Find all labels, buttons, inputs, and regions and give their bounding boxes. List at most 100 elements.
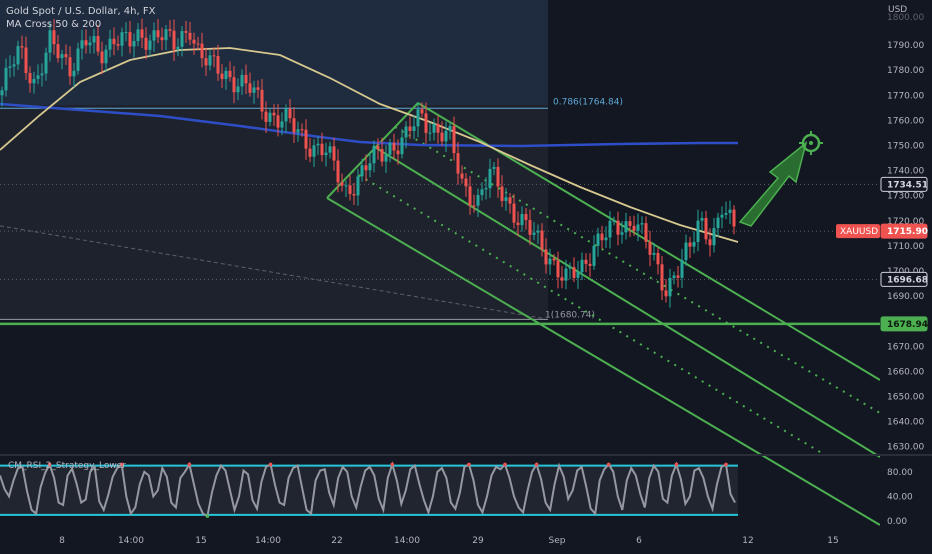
candle-body bbox=[592, 245, 596, 266]
time-tick-label: 12 bbox=[742, 536, 753, 546]
candle-body bbox=[256, 87, 260, 90]
candle-body bbox=[336, 160, 340, 183]
candle-body bbox=[656, 253, 660, 265]
candle-body bbox=[636, 224, 640, 231]
candle-body bbox=[352, 193, 356, 196]
price-tag-label: 1734.51 bbox=[887, 180, 928, 190]
candle-body bbox=[16, 46, 20, 65]
candle-body bbox=[428, 132, 432, 134]
price-lines: 0.786(1764.84) 1(1680.74) bbox=[0, 97, 880, 326]
currency-label: USD bbox=[888, 5, 907, 15]
candle-body bbox=[504, 197, 508, 201]
price-tag bbox=[880, 316, 928, 332]
candle-body bbox=[384, 154, 388, 162]
candle-body bbox=[68, 57, 72, 77]
candle-body bbox=[236, 86, 240, 93]
rsi-extreme-marker bbox=[503, 462, 507, 467]
symbol-tag-label: XAUUSD bbox=[840, 227, 878, 237]
candle-body bbox=[584, 259, 588, 264]
candle-body bbox=[460, 173, 464, 179]
candle-body bbox=[552, 258, 556, 261]
rsi-indicator-title: CM_RSI_2_Strategy_Lower bbox=[8, 461, 126, 471]
axis-tick-label: 1660.00 bbox=[887, 367, 924, 377]
candle-body bbox=[564, 268, 568, 281]
symbol-tag bbox=[836, 224, 880, 239]
price-tag-label: 1696.68 bbox=[887, 275, 928, 285]
rsi-axis-label: 0.00 bbox=[887, 517, 907, 527]
up-arrow-shape bbox=[738, 141, 808, 227]
candle-body bbox=[348, 185, 352, 194]
fib-zone-upper bbox=[0, 0, 548, 105]
candle-body bbox=[704, 217, 708, 240]
candle-body bbox=[600, 233, 604, 241]
candle-body bbox=[188, 32, 192, 40]
candle-body bbox=[524, 213, 528, 221]
candle-body bbox=[716, 217, 720, 229]
candle-body bbox=[228, 70, 232, 78]
candle-body bbox=[448, 125, 452, 131]
rsi-extreme-marker bbox=[268, 462, 273, 467]
candle-body bbox=[308, 148, 312, 157]
candle-body bbox=[480, 189, 484, 196]
candle-body bbox=[708, 239, 712, 246]
candle-body bbox=[84, 40, 88, 46]
candle-body bbox=[456, 153, 460, 174]
candle-body bbox=[420, 109, 424, 114]
candle-body bbox=[304, 129, 308, 149]
candle-body bbox=[208, 55, 212, 66]
candle-body bbox=[464, 178, 468, 187]
rsi-extreme-marker bbox=[534, 462, 539, 467]
candle-body bbox=[468, 186, 472, 206]
rsi-line bbox=[0, 460, 736, 518]
axis-tick-label: 1750.00 bbox=[887, 142, 924, 152]
time-tick-label: 14:00 bbox=[118, 536, 144, 546]
candle-body bbox=[96, 36, 100, 52]
candle-body bbox=[492, 166, 496, 169]
candle-body bbox=[728, 209, 732, 213]
axis-tick-label: 1740.00 bbox=[887, 167, 924, 177]
candle-body bbox=[544, 249, 548, 265]
candle-body bbox=[260, 89, 264, 112]
chart-legend: Gold Spot / U.S. Dollar, 4h, FX MA Cross… bbox=[6, 5, 155, 31]
candle-body bbox=[220, 73, 224, 80]
candle-body bbox=[316, 143, 320, 146]
candle-body bbox=[500, 186, 504, 201]
candle-body bbox=[152, 30, 156, 41]
target-arrow[interactable] bbox=[738, 131, 823, 227]
candle-body bbox=[292, 118, 296, 133]
candle-body bbox=[512, 203, 516, 223]
candle-body bbox=[300, 129, 304, 131]
candle-body bbox=[440, 132, 444, 142]
candle-body bbox=[616, 220, 620, 235]
candle-body bbox=[520, 213, 524, 226]
candle-body bbox=[248, 83, 252, 93]
candle-body bbox=[44, 52, 48, 74]
candle-body bbox=[116, 44, 120, 46]
candle-body bbox=[680, 260, 684, 278]
channel-line bbox=[372, 145, 881, 458]
candle-body bbox=[372, 146, 376, 164]
candle-body bbox=[140, 29, 144, 38]
candle-body bbox=[332, 146, 336, 161]
rsi-extreme-marker bbox=[674, 462, 679, 467]
channel-line bbox=[326, 197, 881, 526]
candlestick-series bbox=[0, 18, 736, 308]
time-tick-label: 8 bbox=[59, 536, 65, 546]
candle-body bbox=[40, 73, 44, 76]
time-tick-label: 22 bbox=[331, 536, 342, 546]
candle-body bbox=[148, 40, 152, 50]
candle-body bbox=[712, 228, 716, 246]
candle-body bbox=[556, 260, 560, 278]
axis-tick-label: 1710.00 bbox=[887, 242, 924, 252]
candle-body bbox=[612, 220, 616, 222]
time-tick-label: 15 bbox=[827, 536, 838, 546]
channel-line bbox=[394, 126, 881, 414]
ma50-line bbox=[0, 47, 739, 243]
candle-body bbox=[484, 188, 488, 190]
candle-body bbox=[312, 145, 316, 157]
axis-tick-label: 1630.00 bbox=[887, 443, 924, 453]
candle-body bbox=[268, 112, 272, 122]
rsi-band-fill bbox=[0, 465, 738, 515]
candle-body bbox=[380, 149, 384, 162]
